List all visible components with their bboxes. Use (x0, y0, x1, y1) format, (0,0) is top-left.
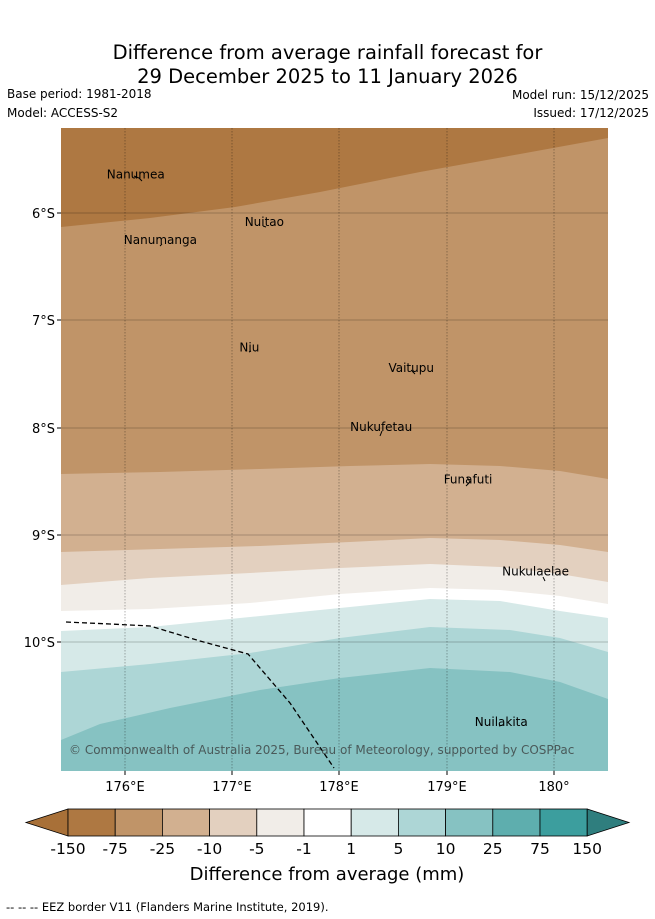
colorbar-label: -150 (50, 840, 85, 858)
colorbar-box-7 (350, 808, 399, 837)
funafuti-island (465, 476, 471, 487)
place-label-nuitao: Nuitao (245, 215, 284, 229)
latitude-ticks: 6°S 7°S 8°S 9°S 10°S (24, 207, 61, 651)
colorbar-label: -75 (103, 840, 128, 858)
place-label-nukulaelae: Nukulaelae (502, 565, 569, 579)
nuilakita-island (498, 724, 504, 727)
colorbar-box-6 (303, 808, 352, 837)
colorbar-label: 25 (483, 840, 503, 858)
title-line-1: Difference from average rainfall forecas… (112, 41, 543, 64)
lon-tick-178: 178°E (319, 780, 359, 795)
colorbar-label: 1 (346, 840, 356, 858)
base-period: Base period: 1981-2018 (7, 87, 152, 101)
place-labels: Nanumea Nuitao Nanumanga Niu Vaitupu Nukufeta… (107, 168, 569, 729)
colorbar-box-4 (209, 808, 258, 837)
place-label-nuilakita: Nuilakita (475, 715, 528, 729)
lat-tick-7s: 7°S (32, 314, 55, 329)
colorbar-label: -25 (150, 840, 175, 858)
colorbar-label: -1 (296, 840, 311, 858)
colorbar-box-2 (114, 808, 163, 837)
colorbar-label: 10 (436, 840, 456, 858)
longitude-ticks: 176°E 177°E 178°E 179°E 180° (105, 771, 570, 795)
colorbar-extend-low (24, 808, 69, 837)
nukufetau-island (379, 430, 383, 437)
colorbar-box-1 (67, 808, 116, 837)
niu-island (248, 350, 252, 353)
eez-footnote: -- -- -- EEZ border V11 (Flanders Marine… (6, 900, 329, 914)
lon-tick-176: 176°E (105, 780, 145, 795)
place-label-nukufetau: Nukufetau (350, 420, 412, 434)
band-plus-10-to-25 (61, 668, 608, 771)
lon-tick-180: 180° (538, 780, 569, 795)
colorbar-box-8 (397, 808, 446, 837)
graticule (61, 128, 608, 771)
title-line-2: 29 December 2025 to 11 January 2026 (137, 65, 518, 88)
colorbar-box-10 (492, 808, 541, 837)
eez-border (65, 621, 335, 769)
colorbar-box-5 (256, 808, 305, 837)
lat-tick-10s: 10°S (24, 636, 55, 651)
rainfall-anomaly-field (61, 128, 608, 771)
place-label-nanumanga: Nanumanga (124, 233, 197, 247)
colorbar-label: -5 (249, 840, 264, 858)
island-outlines (133, 175, 546, 727)
copyright-notice: © Commonwealth of Australia 2025, Bureau… (69, 743, 574, 757)
place-label-vaitupu: Vaitupu (388, 361, 434, 375)
model-name: Model: ACCESS-S2 (7, 106, 119, 120)
colorbar: -150 -75 -25 -10 -5 -1 1 5 10 25 75 150 (24, 808, 631, 858)
colorbar-box-9 (445, 808, 494, 837)
lon-tick-179: 179°E (427, 780, 467, 795)
place-label-funafuti: Funafuti (444, 472, 493, 486)
colorbar-label: 75 (530, 840, 550, 858)
colorbar-label: 150 (572, 840, 602, 858)
nanumea-island (133, 175, 143, 182)
colorbar-extend-high (586, 808, 631, 837)
place-label-nanumea: Nanumea (107, 168, 165, 182)
lat-tick-6s: 6°S (32, 207, 55, 222)
lat-tick-9s: 9°S (32, 529, 55, 544)
nuitao-island (262, 225, 267, 228)
nukulaelae-island (542, 576, 546, 582)
colorbar-label: -10 (197, 840, 222, 858)
vaitupu-island (410, 369, 416, 375)
colorbar-box-3 (161, 808, 210, 837)
colorbar-label: 5 (393, 840, 403, 858)
issued-date: Issued: 17/12/2025 (533, 106, 649, 120)
colorbar-title: Difference from average (mm) (190, 864, 465, 885)
place-label-niu: Niu (239, 340, 259, 354)
lon-tick-177: 177°E (212, 780, 252, 795)
model-run: Model run: 15/12/2025 (511, 88, 649, 102)
lat-tick-8s: 8°S (32, 422, 55, 437)
nanumanga-island (159, 243, 163, 247)
colorbar-box-11 (539, 808, 588, 837)
